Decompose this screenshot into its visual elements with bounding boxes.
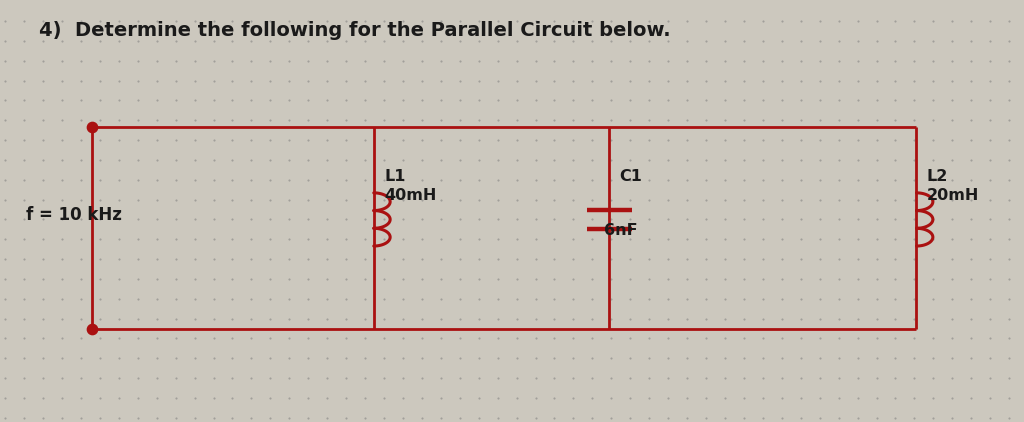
Text: L1: L1 xyxy=(384,168,406,184)
Text: f = 10 kHz: f = 10 kHz xyxy=(26,206,122,224)
Text: L2: L2 xyxy=(927,168,948,184)
Text: 40mH: 40mH xyxy=(384,187,436,203)
Point xyxy=(84,326,100,333)
Text: 20mH: 20mH xyxy=(927,187,979,203)
Text: C1: C1 xyxy=(620,168,642,184)
Text: 4)  Determine the following for the Parallel Circuit below.: 4) Determine the following for the Paral… xyxy=(39,21,671,40)
Text: 6nF: 6nF xyxy=(604,223,638,238)
Point xyxy=(84,123,100,130)
